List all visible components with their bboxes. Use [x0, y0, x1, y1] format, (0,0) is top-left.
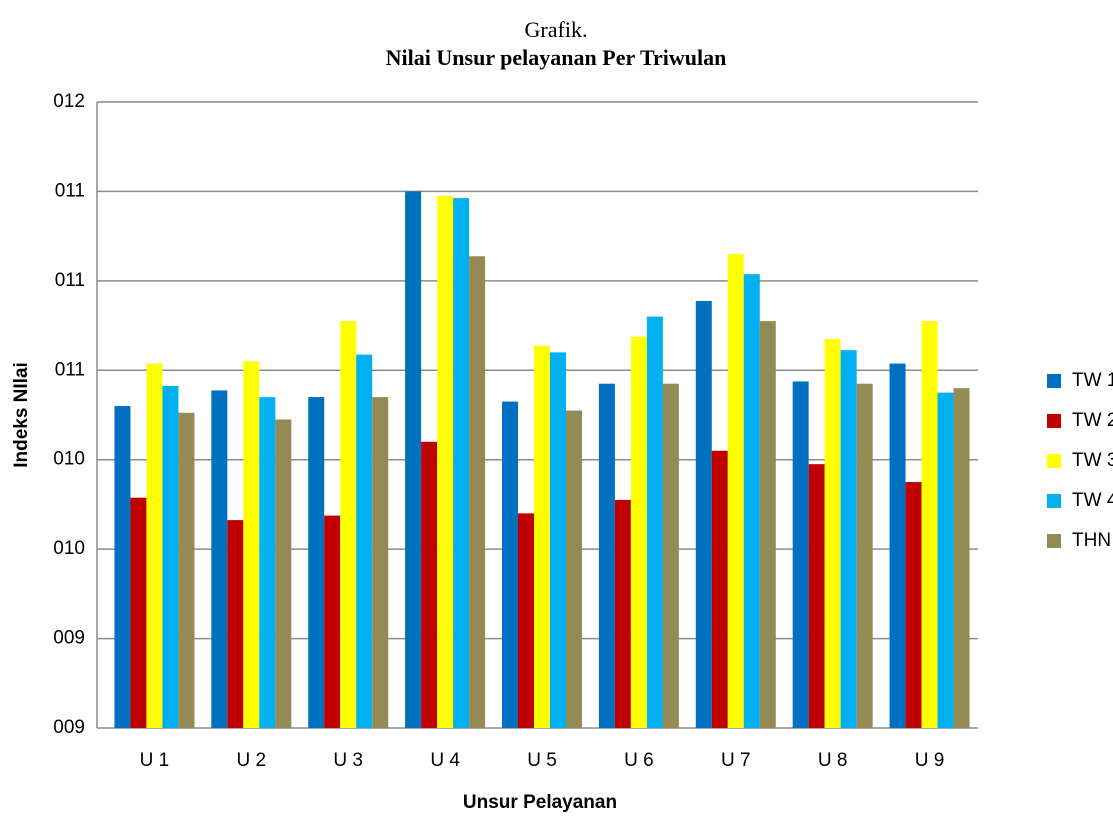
x-tick-label: U 6	[624, 750, 654, 771]
bar	[808, 464, 825, 728]
bar	[437, 195, 454, 728]
bar	[743, 274, 760, 728]
legend-label: TW 1	[1072, 370, 1113, 391]
bar	[502, 401, 518, 728]
bar	[469, 256, 486, 728]
bar	[227, 520, 244, 728]
chart-title: Grafik.	[525, 17, 588, 42]
bar	[630, 336, 647, 728]
y-tick-label: 012	[53, 91, 85, 112]
legend-swatch	[1047, 534, 1061, 548]
legend-label: THN	[1072, 530, 1111, 551]
bar	[759, 321, 776, 728]
legend-label: TW 2	[1072, 410, 1113, 431]
bar	[243, 361, 260, 728]
y-tick-label: 011	[55, 359, 85, 380]
x-tick-label: U 2	[237, 750, 267, 771]
bar	[211, 390, 228, 728]
bar	[534, 345, 550, 728]
bar	[598, 383, 615, 728]
bar	[856, 383, 873, 728]
bar	[275, 419, 292, 728]
bar	[340, 321, 357, 728]
bar	[662, 383, 679, 728]
bar	[646, 316, 663, 728]
bar	[921, 321, 938, 728]
bar	[324, 515, 341, 728]
bar	[259, 397, 276, 728]
bar	[711, 450, 728, 728]
legend-swatch	[1047, 374, 1061, 388]
legend-swatch	[1047, 414, 1061, 428]
y-tick-label: 010	[53, 538, 85, 559]
bar	[162, 385, 179, 728]
bar	[953, 388, 970, 728]
bar	[889, 363, 906, 728]
x-tick-label: U 1	[140, 750, 170, 771]
bar	[114, 406, 131, 728]
bar	[614, 499, 631, 728]
x-tick-label: U 8	[818, 750, 848, 771]
legend-swatch	[1047, 454, 1061, 468]
chart-subtitle: Nilai Unsur pelayanan Per Triwulan	[386, 45, 727, 70]
bar	[727, 254, 744, 728]
bar	[405, 191, 422, 728]
legend-swatch	[1047, 494, 1061, 508]
x-tick-label: U 4	[430, 750, 460, 771]
bar	[937, 392, 954, 728]
bar	[372, 397, 389, 728]
bar	[130, 497, 147, 728]
bar	[792, 381, 809, 728]
y-tick-label: 009	[53, 628, 85, 649]
bar	[566, 410, 582, 728]
x-axis-label: Unsur Pelayanan	[463, 792, 617, 813]
legend-label: TW 3	[1072, 450, 1113, 471]
bar	[453, 198, 470, 728]
bar	[840, 350, 857, 728]
bar	[356, 354, 373, 728]
y-axis-label: Indeks NIlai	[11, 362, 32, 468]
bar	[421, 441, 438, 728]
bar	[178, 412, 195, 728]
x-tick-label: U 9	[915, 750, 945, 771]
x-tick-label: U 3	[333, 750, 363, 771]
legend-label: TW 4	[1072, 490, 1113, 511]
bar	[905, 482, 922, 728]
bar	[518, 513, 534, 728]
y-tick-label: 011	[55, 180, 85, 201]
x-tick-label: U 7	[721, 750, 751, 771]
bar	[146, 363, 163, 728]
y-tick-label: 011	[55, 270, 85, 291]
bar	[824, 338, 841, 728]
bar	[308, 397, 325, 728]
bar	[695, 300, 712, 728]
y-tick-label: 010	[53, 449, 85, 470]
x-tick-label: U 5	[527, 750, 557, 771]
y-tick-label: 009	[53, 717, 85, 738]
bar	[550, 352, 566, 728]
